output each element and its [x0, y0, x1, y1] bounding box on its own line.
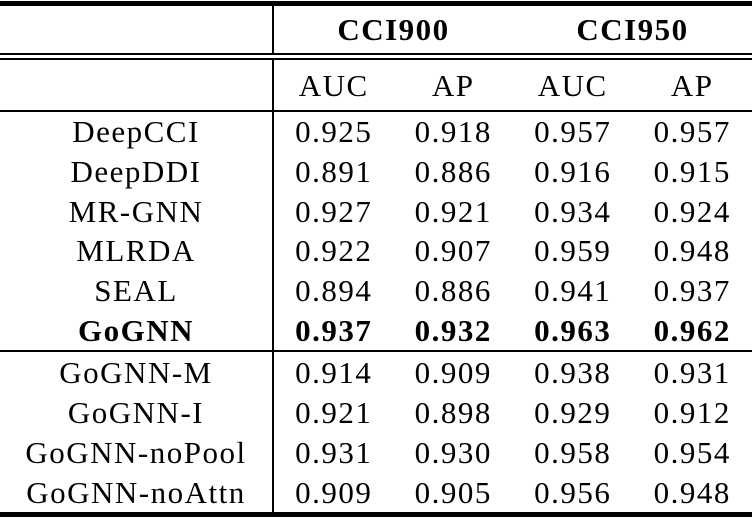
metric-value: 0.957 [653, 114, 731, 150]
method-name: GoGNN [0, 310, 274, 351]
baseline-methods-section: DeepCCI 0.925 0.918 0.957 0.957 DeepDDI 0.891 0… [0, 112, 752, 351]
table-row: MR-GNN 0.927 0.921 0.934 0.924 [0, 191, 752, 232]
metric-header-ap-cci900: AP [431, 67, 475, 103]
table-row: GoGNN 0.937 0.932 0.963 0.962 [0, 310, 752, 351]
metric-value: 0.927 [295, 193, 373, 229]
table-row: GoGNN-noPool 0.931 0.930 0.958 0.954 [0, 432, 752, 472]
metric-header-row: AUC AP AUC AP [0, 60, 752, 110]
table-row: GoGNN-I 0.921 0.898 0.929 0.912 [0, 392, 752, 432]
metric-value: 0.907 [414, 233, 492, 269]
metric-value: 0.958 [534, 434, 612, 470]
metric-value: 0.898 [414, 394, 492, 430]
method-name: GoGNN-noPool [0, 432, 274, 472]
table-row: GoGNN-M 0.914 0.909 0.938 0.931 [0, 352, 752, 392]
table-row: MLRDA 0.922 0.907 0.959 0.948 [0, 231, 752, 271]
metric-value: 0.891 [295, 154, 373, 189]
metric-value: 0.930 [414, 434, 492, 470]
metric-header-ap-cci950: AP [670, 67, 714, 103]
method-name: DeepDDI [0, 151, 274, 192]
metric-value: 0.948 [653, 233, 731, 269]
metric-value: 0.954 [653, 434, 731, 470]
column-group-cci900: CCI900 [337, 12, 450, 47]
column-group-cci950: CCI950 [576, 12, 689, 47]
table-top-rule [0, 1, 752, 6]
metric-value: 0.925 [295, 114, 373, 150]
table-row: SEAL 0.894 0.886 0.941 0.937 [0, 270, 752, 311]
metric-value: 0.959 [534, 233, 612, 269]
metric-value: 0.957 [534, 114, 612, 150]
metric-value: 0.909 [414, 354, 492, 390]
table-row: GoGNN-noAttn 0.909 0.905 0.956 0.948 [0, 472, 752, 512]
ablation-methods-section: GoGNN-M 0.914 0.909 0.938 0.931 GoGNN-I 0.921 0… [0, 352, 752, 512]
method-name: MR-GNN [0, 191, 274, 232]
header-double-rule [0, 53, 752, 60]
method-name: GoGNN-M [0, 352, 274, 392]
metric-value: 0.916 [534, 154, 612, 189]
method-name: SEAL [0, 270, 274, 311]
metric-value: 0.894 [295, 273, 373, 309]
metric-value: 0.934 [534, 193, 612, 229]
table-row: DeepDDI 0.891 0.886 0.916 0.915 [0, 151, 752, 192]
metric-value: 0.886 [414, 154, 492, 189]
metric-value: 0.921 [414, 193, 492, 229]
metric-value: 0.909 [295, 474, 373, 510]
metric-value: 0.914 [295, 354, 373, 390]
metric-value: 0.937 [295, 312, 373, 348]
column-group-header-row: CCI900 CCI950 [0, 6, 752, 53]
metric-value: 0.912 [653, 394, 731, 430]
metric-value: 0.921 [295, 394, 373, 430]
metric-header-auc-cci900: AUC [298, 67, 369, 103]
metric-value: 0.937 [653, 273, 731, 309]
metric-value: 0.905 [414, 474, 492, 510]
metric-value: 0.924 [653, 193, 731, 229]
metric-value: 0.948 [653, 474, 731, 510]
metric-value: 0.963 [534, 312, 612, 348]
metric-value: 0.956 [534, 474, 612, 510]
section-divider-rule [0, 350, 752, 352]
metric-value: 0.931 [653, 354, 731, 390]
metric-value: 0.932 [414, 312, 492, 348]
metric-header-auc-cci950: AUC [537, 67, 608, 103]
stub-cell [0, 60, 274, 110]
header-body-rule [0, 110, 752, 112]
method-name: GoGNN-I [0, 392, 274, 432]
stub-cell [0, 6, 274, 53]
metric-value: 0.938 [534, 354, 612, 390]
table-row: DeepCCI 0.925 0.918 0.957 0.957 [0, 112, 752, 152]
metric-value: 0.918 [414, 114, 492, 150]
metric-value: 0.922 [295, 233, 373, 269]
metric-value: 0.941 [534, 273, 612, 309]
method-name: MLRDA [0, 231, 274, 271]
metric-value: 0.962 [653, 312, 731, 348]
metric-value: 0.929 [534, 394, 612, 430]
method-name: GoGNN-noAttn [0, 472, 274, 512]
metric-value: 0.886 [414, 273, 492, 309]
method-name: DeepCCI [0, 112, 274, 152]
metric-value: 0.915 [653, 154, 731, 189]
table-bottom-rule [0, 512, 752, 517]
metric-value: 0.931 [295, 434, 373, 470]
